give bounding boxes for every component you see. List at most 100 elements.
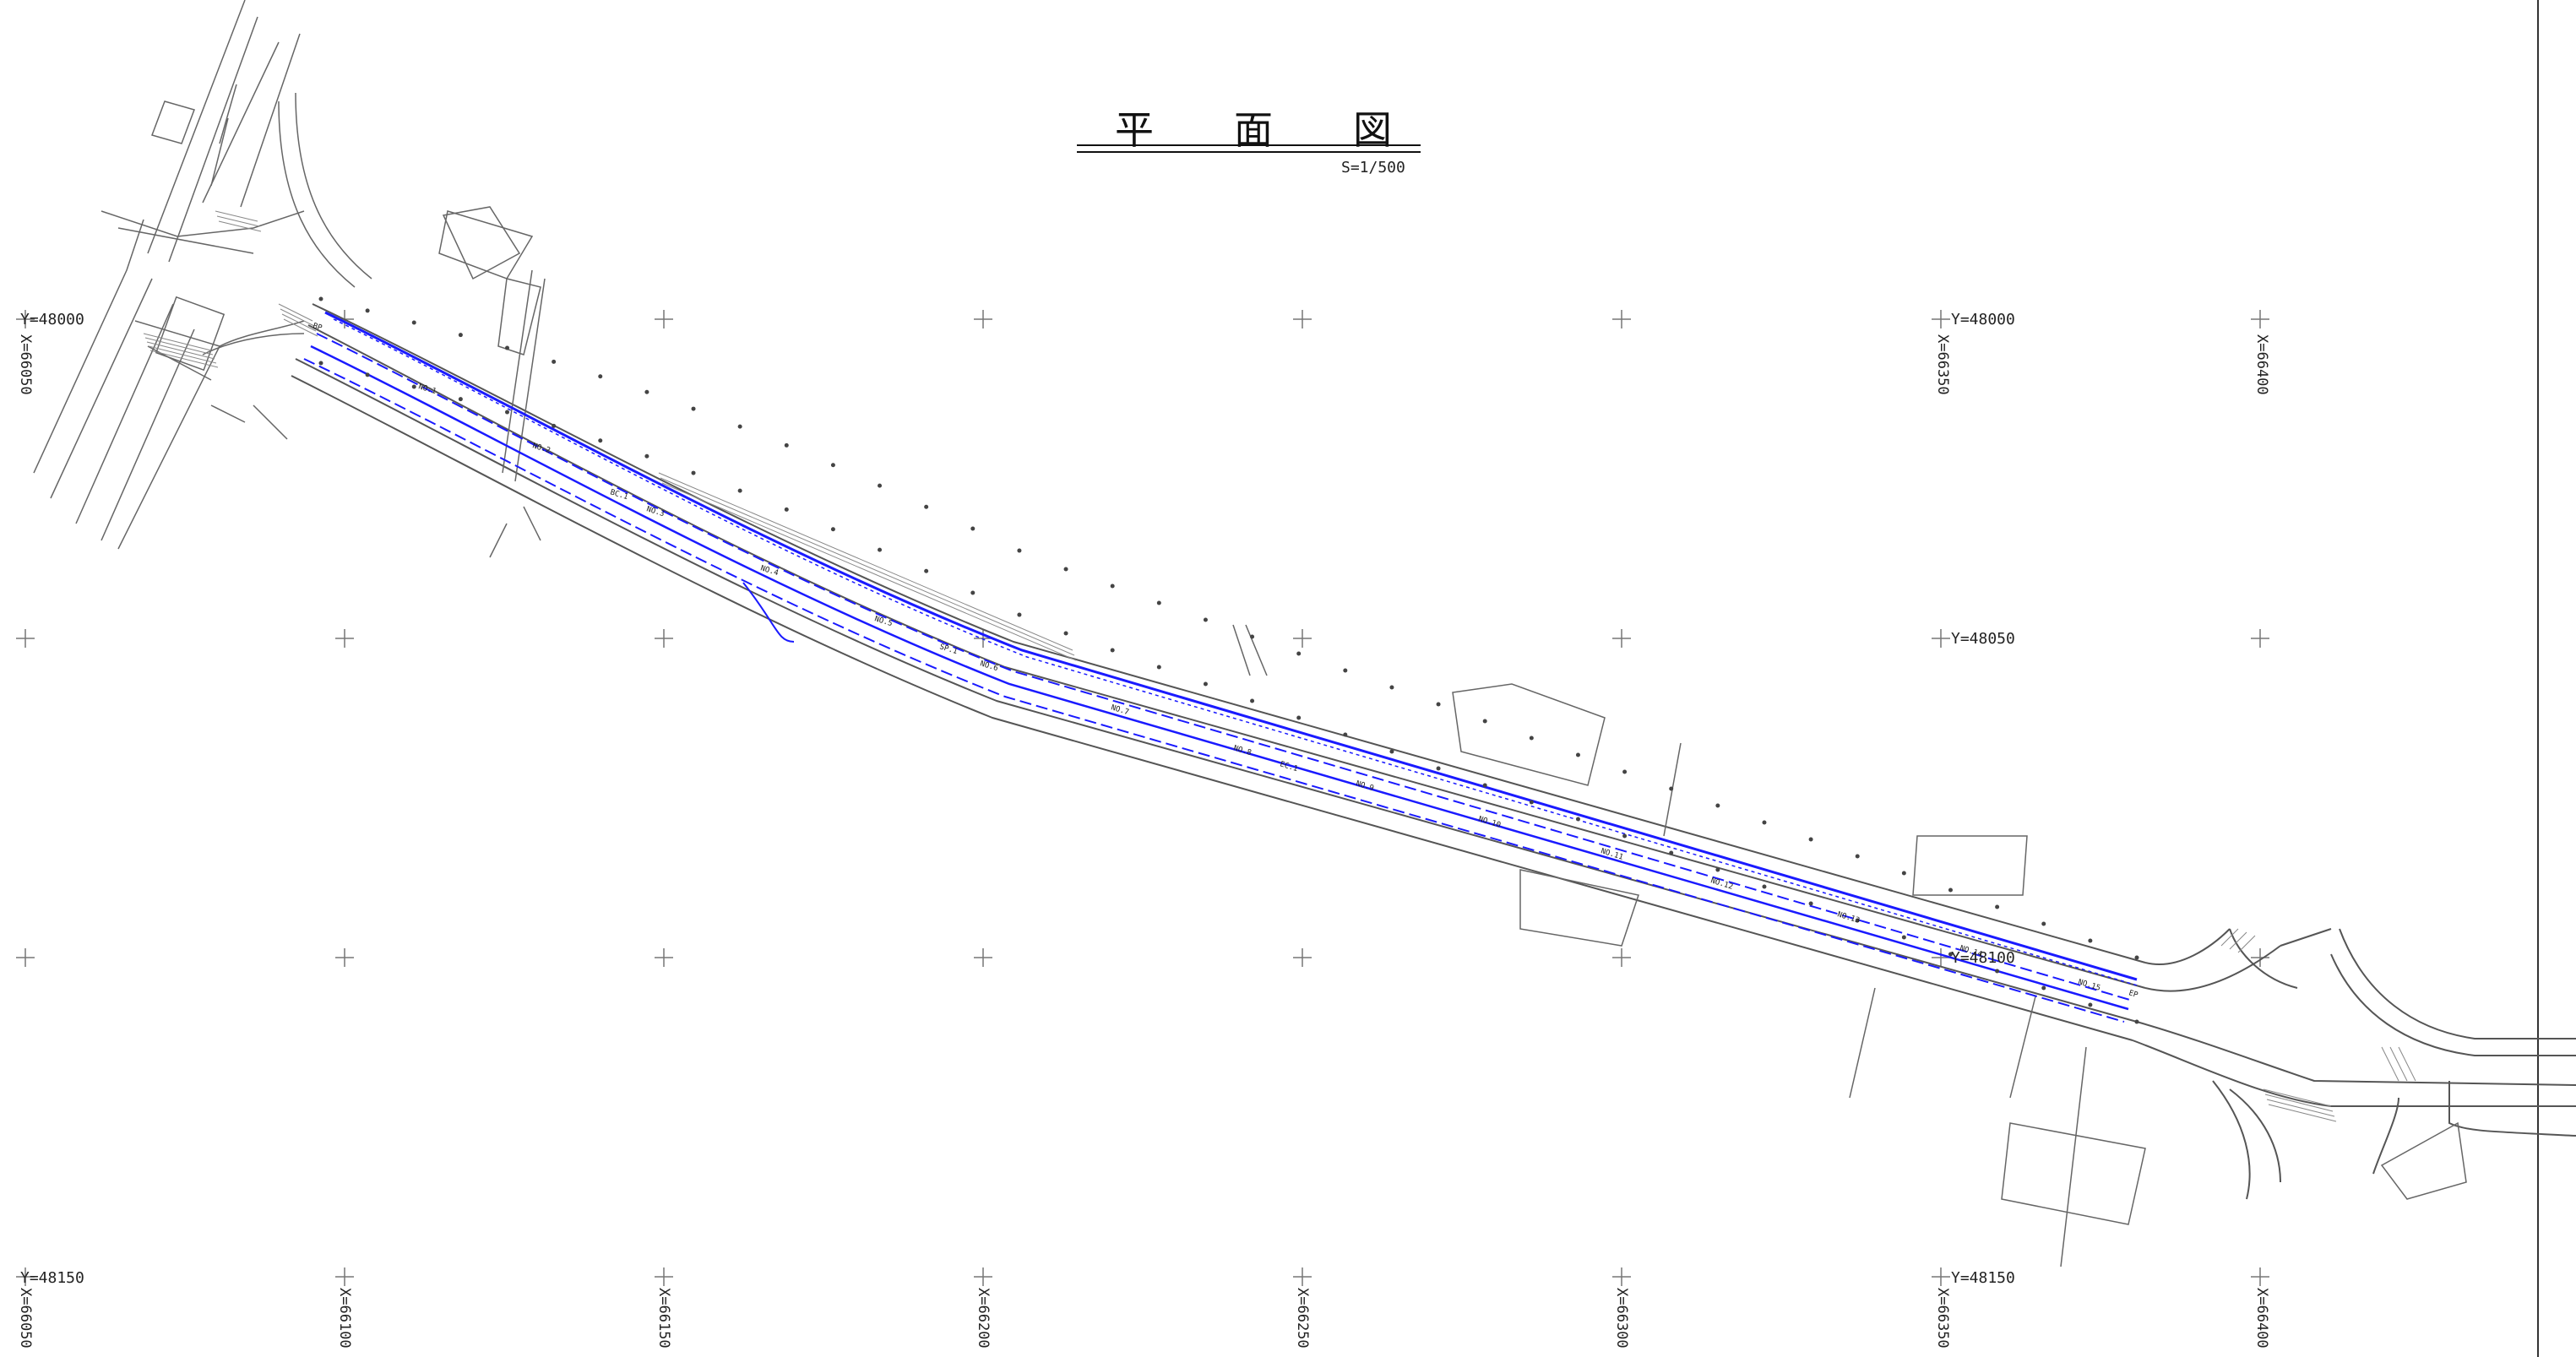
survey-point xyxy=(2135,1020,2139,1024)
grid-x-label: X=66350 xyxy=(1934,334,1951,395)
grid-x-label: X=66400 xyxy=(2253,334,2270,395)
survey-point xyxy=(1576,817,1580,822)
grid-cross xyxy=(1932,310,1950,328)
survey-point xyxy=(1064,632,1068,636)
survey-point xyxy=(1995,905,1999,909)
survey-point xyxy=(1111,584,1115,589)
survey-point xyxy=(738,425,742,429)
buildings xyxy=(443,207,2466,1267)
title-char: 平 xyxy=(1115,107,1154,153)
survey-point xyxy=(1530,801,1534,805)
grid-y-label: Y=48100 xyxy=(1951,949,2015,967)
survey-point xyxy=(1902,936,1906,940)
survey-point xyxy=(1948,888,1953,893)
survey-point xyxy=(1296,716,1301,720)
survey-point xyxy=(738,489,742,493)
survey-point xyxy=(1762,885,1766,889)
grid-cross xyxy=(974,1267,992,1286)
survey-point xyxy=(878,484,882,488)
survey-point xyxy=(1715,868,1720,872)
survey-point xyxy=(2135,956,2139,960)
survey-point xyxy=(412,385,416,389)
survey-point xyxy=(1437,767,1441,771)
grid-cross xyxy=(655,629,673,648)
station-label: EP xyxy=(2128,989,2139,1000)
grid-cross xyxy=(655,310,673,328)
survey-point xyxy=(366,308,370,312)
road-edges xyxy=(291,304,2576,1199)
survey-point xyxy=(1204,682,1208,687)
survey-point xyxy=(1343,733,1347,737)
survey-point xyxy=(319,297,323,301)
station-label: SP.1 xyxy=(938,643,959,656)
grid-cross xyxy=(2251,629,2269,648)
survey-point xyxy=(2088,1003,2092,1007)
survey-point xyxy=(1483,719,1487,724)
grid-crosses xyxy=(16,310,2269,1286)
grid-x-label: X=66150 xyxy=(655,1288,672,1349)
survey-point xyxy=(692,471,696,475)
grid-cross xyxy=(974,948,992,967)
survey-point xyxy=(1250,699,1254,703)
survey-point xyxy=(319,361,323,366)
grid-y-label: Y=48050 xyxy=(1951,630,2015,648)
station-label: NO.3 xyxy=(645,505,666,518)
survey-point xyxy=(970,527,975,531)
survey-point xyxy=(1762,821,1766,825)
road-lanes xyxy=(304,312,2140,1022)
survey-point xyxy=(1856,855,1860,859)
survey-point xyxy=(1902,871,1906,876)
grid-y-label: Y=48000 xyxy=(20,311,84,328)
survey-point xyxy=(878,548,882,552)
grid-cross xyxy=(1293,948,1312,967)
survey-point xyxy=(924,569,928,573)
grid-x-label: X=66300 xyxy=(1613,1288,1630,1349)
grid-y-label: Y=48150 xyxy=(1951,1269,2015,1287)
survey-point xyxy=(1064,567,1068,572)
survey-point xyxy=(1809,838,1813,842)
drawing-title: 平面図 xyxy=(1115,100,1392,155)
grid-cross xyxy=(335,948,354,967)
station-label: NO.9 xyxy=(1355,779,1375,793)
grid-x-label: X=66100 xyxy=(336,1288,353,1349)
title-char: 面 xyxy=(1234,107,1273,153)
survey-point xyxy=(924,505,928,509)
grid-cross xyxy=(1293,1267,1312,1286)
survey-point xyxy=(1669,851,1673,855)
survey-point xyxy=(1995,969,1999,974)
survey-point xyxy=(552,360,556,364)
grid-x-label: X=66050 xyxy=(17,334,34,395)
survey-point xyxy=(1809,902,1813,906)
station-label: NO.15 xyxy=(2077,978,2101,992)
grid-cross xyxy=(16,948,35,967)
grid-cross xyxy=(1293,310,1312,328)
survey-point xyxy=(970,591,975,595)
grid-x-label: X=66350 xyxy=(1934,1288,1951,1349)
survey-point xyxy=(412,321,416,325)
survey-points xyxy=(319,297,2139,1024)
grid-cross xyxy=(1932,1267,1950,1286)
survey-point xyxy=(505,346,509,350)
survey-point xyxy=(644,454,649,459)
survey-point xyxy=(1576,753,1580,757)
survey-point xyxy=(1389,686,1394,690)
survey-point xyxy=(1343,669,1347,673)
survey-point xyxy=(831,463,835,467)
grid-x-label: X=66200 xyxy=(975,1288,992,1349)
survey-point xyxy=(1157,665,1161,670)
survey-point xyxy=(1622,770,1627,774)
grid-cross xyxy=(335,1267,354,1286)
station-label: NO.6 xyxy=(979,660,999,673)
grid-cross xyxy=(2251,1267,2269,1286)
grid-cross xyxy=(1612,948,1631,967)
grid-y-label: Y=48150 xyxy=(20,1269,84,1287)
grid-y-label: Y=48000 xyxy=(1951,311,2015,328)
survey-point xyxy=(1111,649,1115,653)
station-label: NO.10 xyxy=(1477,815,1502,829)
survey-point xyxy=(459,397,463,401)
grid-cross xyxy=(16,629,35,648)
survey-point xyxy=(366,372,370,377)
survey-point xyxy=(1483,784,1487,788)
roadside-hatch xyxy=(659,473,1076,660)
